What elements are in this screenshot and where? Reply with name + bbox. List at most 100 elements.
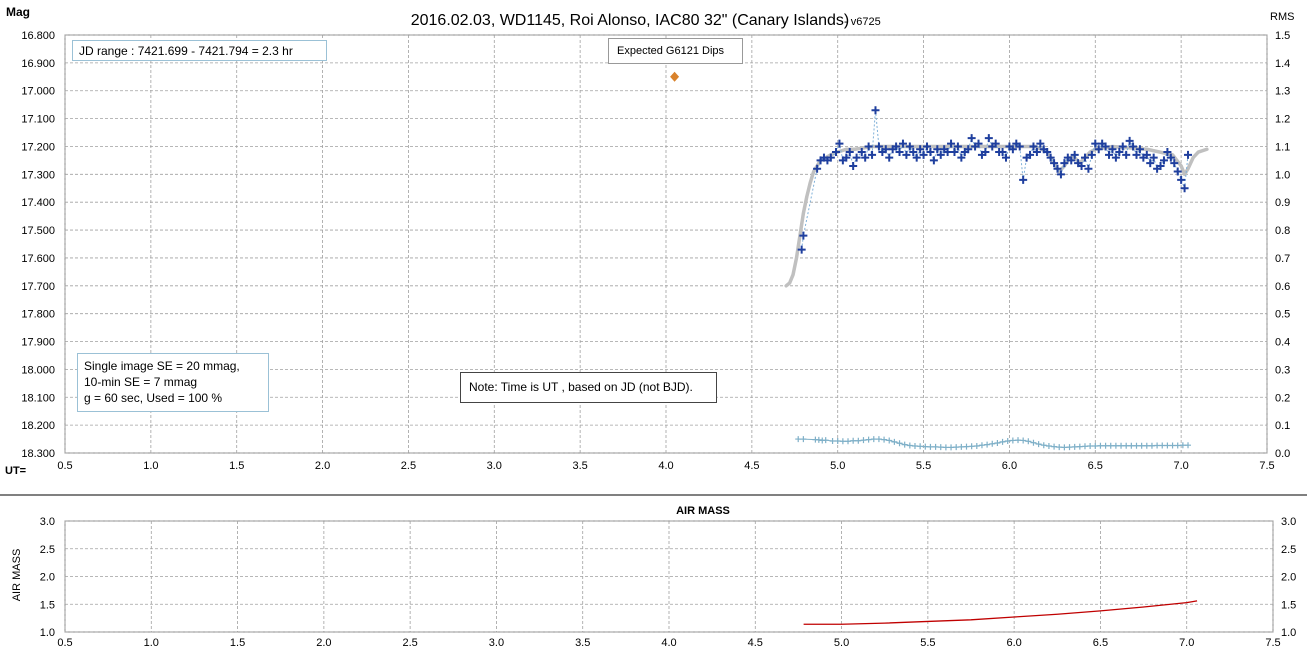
- magnitude-point: [1067, 156, 1076, 165]
- magnitude-point: [1156, 161, 1165, 170]
- time-note-box: Note: Time is UT , based on JD (not BJD)…: [460, 372, 717, 403]
- top-x-tick-label: 7.0: [1173, 460, 1188, 472]
- magnitude-point: [1115, 148, 1124, 157]
- rms-point: [1107, 442, 1114, 449]
- rms-point: [855, 437, 862, 444]
- magnitude-point: [1142, 150, 1151, 159]
- rms-point: [865, 436, 872, 443]
- magnitude-point: [1070, 150, 1079, 159]
- magnitude-point: [1032, 148, 1041, 157]
- magnitude-point: [864, 142, 873, 151]
- rms-point: [1040, 442, 1047, 449]
- rms-point: [839, 438, 846, 445]
- magnitude-point: [1105, 150, 1114, 159]
- magnitude-point: [868, 150, 877, 159]
- magnitude-point: [1184, 150, 1193, 159]
- chart-title: 2016.02.03, WD1145, Roi Alonso, IAC80 32…: [411, 12, 850, 29]
- magnitude-point: [831, 148, 840, 157]
- rms-point: [973, 443, 980, 450]
- magnitude-point: [1019, 175, 1028, 184]
- top-x-tick-label: 7.5: [1259, 460, 1274, 472]
- rms-point: [829, 438, 836, 445]
- airmass-x-tick-label: 5.5: [920, 637, 935, 649]
- rms-point: [1174, 442, 1181, 449]
- rms-point: [845, 438, 852, 445]
- rms-point: [1015, 437, 1022, 444]
- magnitude-point: [1043, 148, 1052, 157]
- magnitude-point: [1122, 150, 1131, 159]
- top-y2-tick-label: 0.4: [1275, 337, 1290, 349]
- rms-point: [860, 437, 867, 444]
- magnitude-point: [933, 145, 942, 154]
- magnitude-point: [919, 150, 928, 159]
- airmass-x-tick-label: 3.0: [489, 637, 504, 649]
- magnitude-point: [929, 156, 938, 165]
- magnitude-point: [885, 153, 894, 162]
- top-x-tick-label: 1.0: [143, 460, 158, 472]
- airmass-x-tick-label: 5.0: [834, 637, 849, 649]
- top-y-tick-label: 17.000: [21, 86, 55, 98]
- magnitude-point: [1125, 136, 1134, 145]
- rms-point: [881, 436, 888, 443]
- magnitude-connector-line: [801, 110, 1189, 250]
- magnitude-point: [1091, 139, 1100, 148]
- rms-point: [795, 436, 802, 443]
- magnitude-point: [1077, 161, 1086, 170]
- rms-point: [1097, 442, 1104, 449]
- top-x-tick-label: 5.0: [830, 460, 845, 472]
- magnitude-point: [1108, 145, 1117, 154]
- airmass-x-tick-label: 6.0: [1006, 637, 1021, 649]
- rms-point: [1020, 437, 1027, 444]
- magnitude-point: [926, 148, 935, 157]
- magnitude-point: [1084, 164, 1093, 173]
- airmass-x-tick-label: 1.0: [144, 637, 159, 649]
- top-y-tick-label: 17.800: [21, 309, 55, 321]
- rms-point: [999, 438, 1006, 445]
- airmass-x-tick-label: 0.5: [57, 637, 72, 649]
- rms-point: [927, 443, 934, 450]
- expected-dips-text: Expected G6121 Dips: [617, 45, 725, 57]
- magnitude-point: [799, 231, 808, 240]
- top-y-tick-label: 17.700: [21, 281, 55, 293]
- airmass-y-tick-label: 3.0: [40, 516, 55, 528]
- rms-point: [958, 443, 965, 450]
- top-x-tick-label: 2.5: [401, 460, 416, 472]
- rms-point: [891, 438, 898, 445]
- magnitude-point: [871, 106, 880, 115]
- magnitude-point: [842, 153, 851, 162]
- top-x-tick-label: 6.0: [1002, 460, 1017, 472]
- top-x-tick-label: 2.0: [315, 460, 330, 472]
- magnitude-point: [1146, 159, 1155, 168]
- airmass-y-tick-label: 2.5: [40, 544, 55, 556]
- magnitude-point: [1180, 184, 1189, 193]
- magnitude-point: [991, 139, 1000, 148]
- magnitude-point: [852, 153, 861, 162]
- rms-point: [994, 439, 1001, 446]
- magnitude-point: [964, 145, 973, 154]
- top-x-tick-label: 1.5: [229, 460, 244, 472]
- se-line-3: g = 60 sec, Used = 100 %: [84, 391, 223, 405]
- rms-point: [886, 437, 893, 444]
- magnitude-point: [1008, 145, 1017, 154]
- magnitude-point: [1026, 150, 1035, 159]
- magnitude-point: [1170, 159, 1179, 168]
- top-y2-tick-label: 0.8: [1275, 225, 1290, 237]
- rms-point: [1092, 443, 1099, 450]
- rms-point: [1076, 443, 1083, 450]
- jd-range-box: JD range : 7421.699 - 7421.794 = 2.3 hr: [72, 40, 327, 61]
- rms-point: [1071, 443, 1078, 450]
- top-y-tick-label: 17.100: [21, 114, 55, 126]
- magnitude-point: [984, 134, 993, 143]
- airmass-plot-marks: [803, 600, 1198, 625]
- magnitude-point: [943, 148, 952, 157]
- rms-point: [922, 443, 929, 450]
- rms-point: [834, 438, 841, 445]
- top-plot-marks: [670, 71, 1209, 451]
- top-y2-tick-label: 0.9: [1275, 197, 1290, 209]
- rms-point: [1179, 442, 1186, 449]
- magnitude-point: [1129, 142, 1138, 151]
- rms-point: [1118, 442, 1125, 449]
- top-x-tick-label: 6.5: [1088, 460, 1103, 472]
- rms-point: [1185, 442, 1192, 449]
- magnitude-point: [1029, 142, 1038, 151]
